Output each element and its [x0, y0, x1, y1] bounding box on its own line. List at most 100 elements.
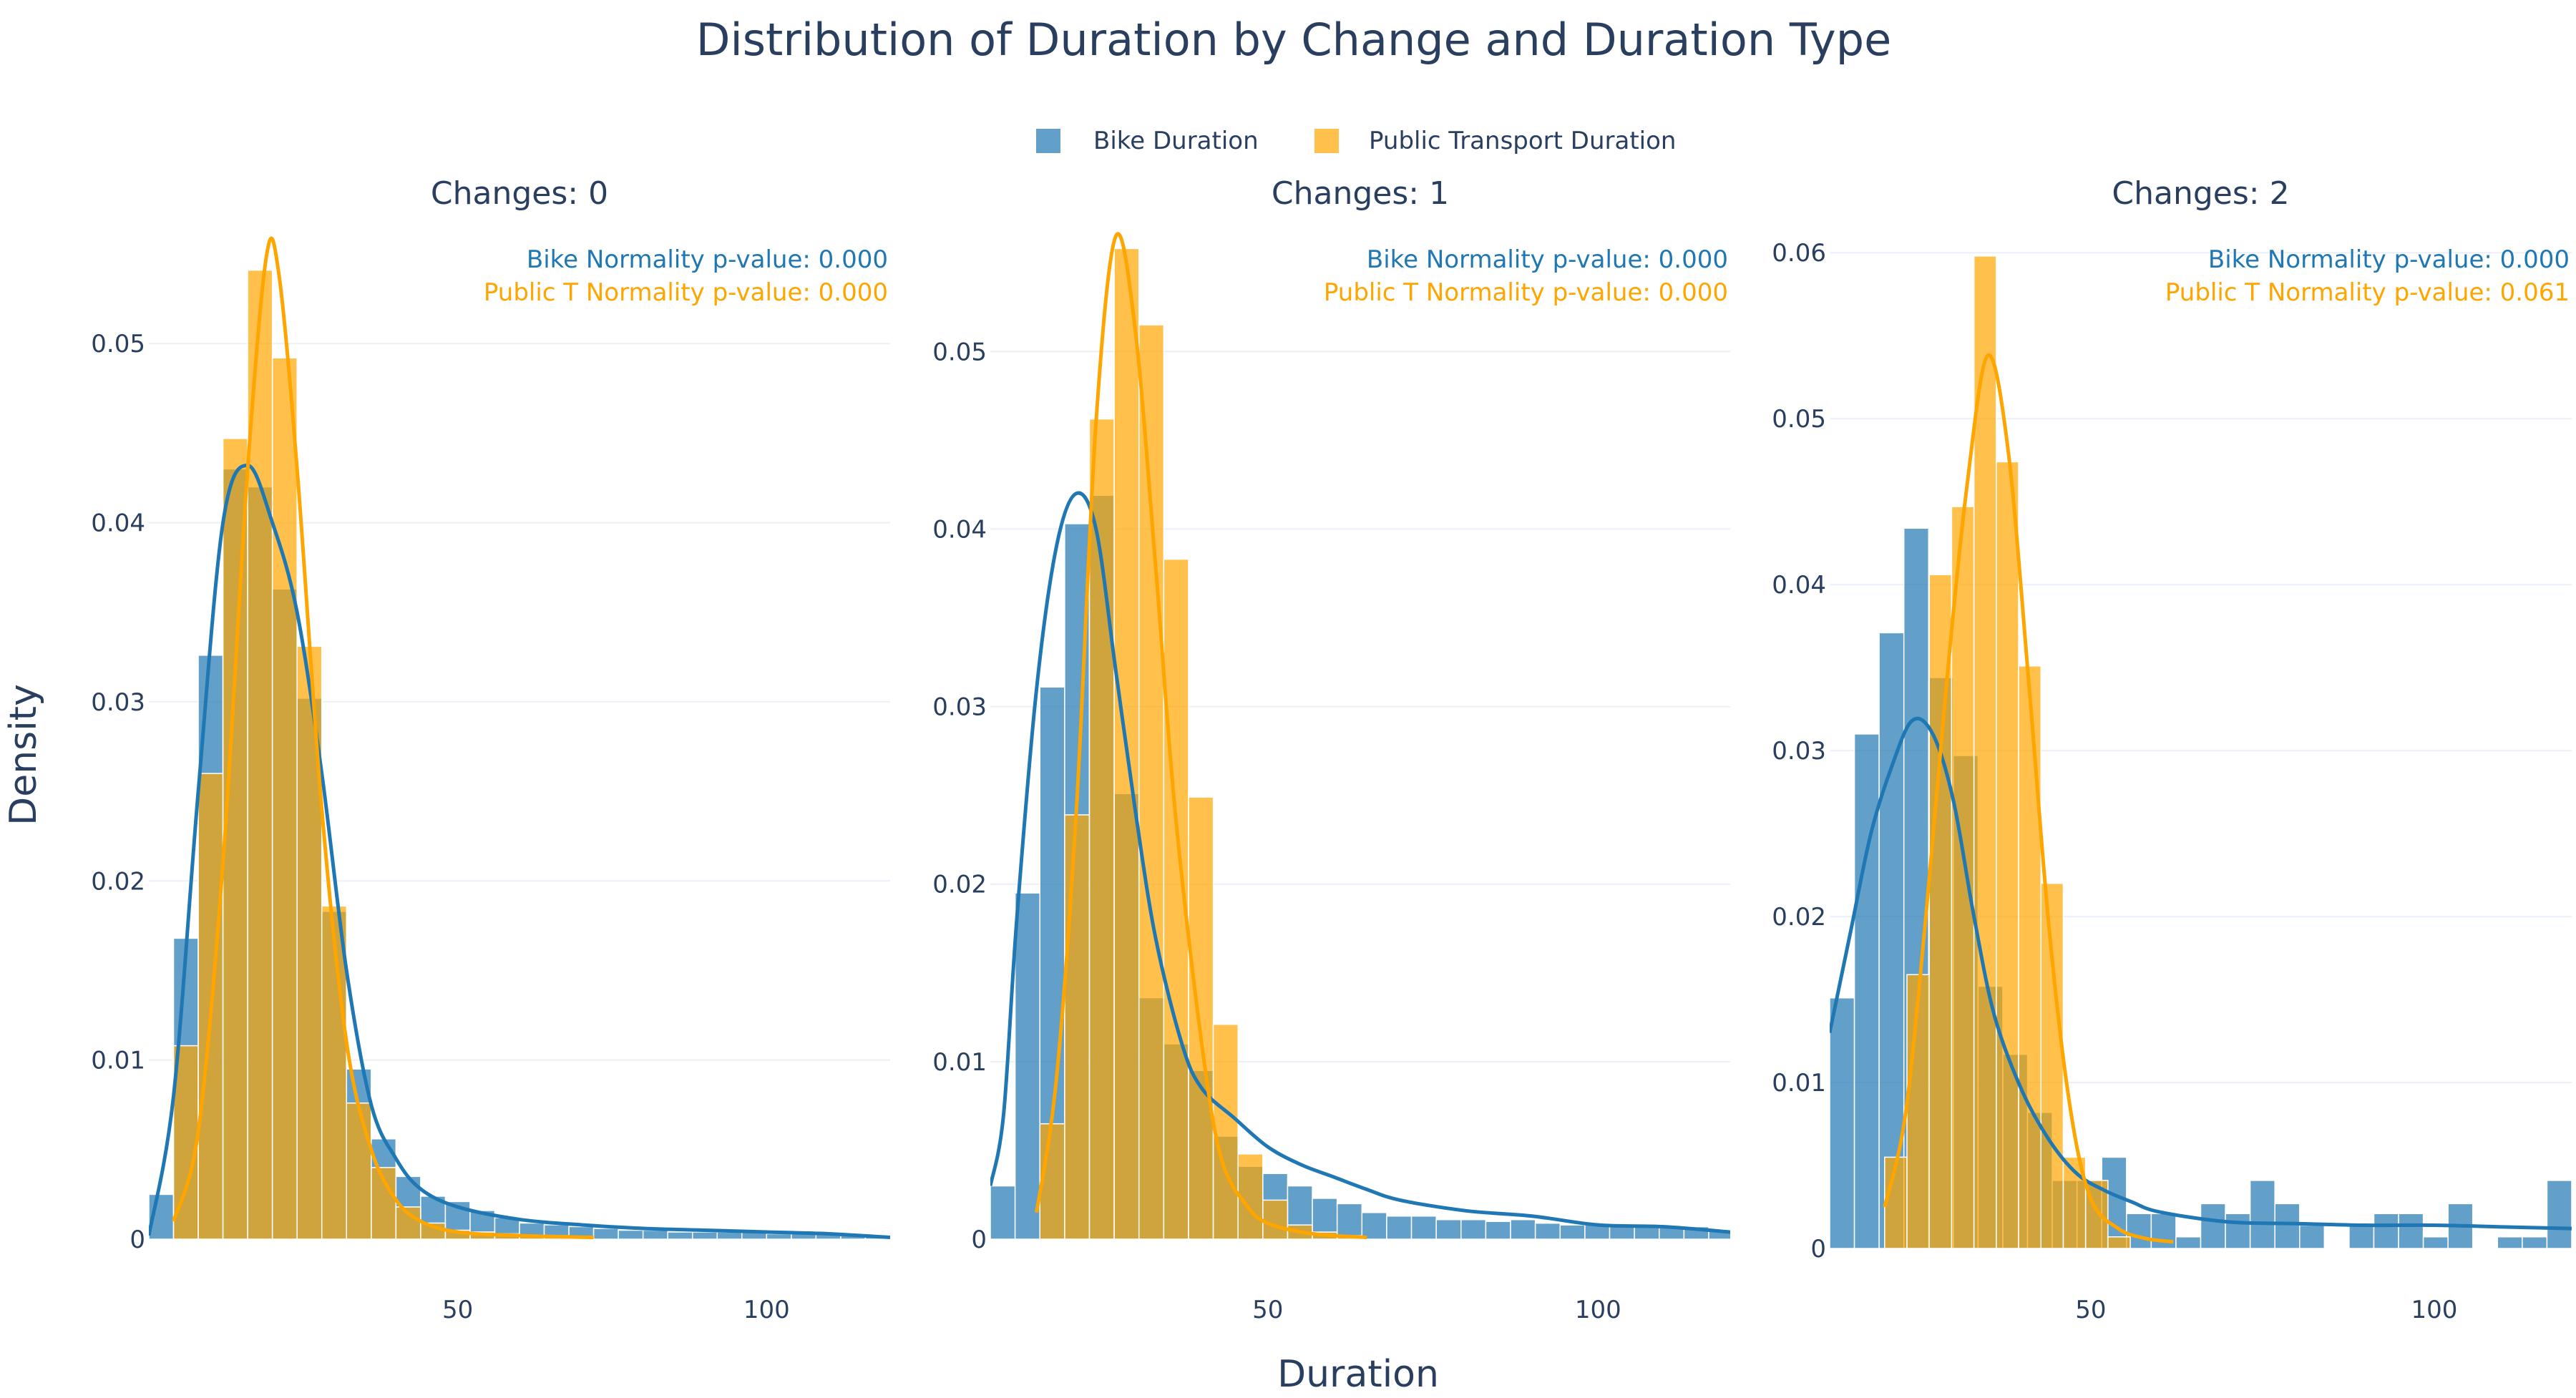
kde-line-bike [149, 463, 890, 1239]
y-tick-label: 0 [130, 1226, 145, 1254]
x-tick-label: 50 [442, 1296, 473, 1324]
y-axis-label: Density [2, 684, 45, 826]
hist-bar-bike [716, 1231, 743, 1239]
plot-area [990, 232, 1730, 1239]
legend: Bike Duration Public Transport Duration [1036, 127, 1676, 155]
hist-bar-public [321, 905, 348, 1239]
hist-bar-public [1237, 1153, 1264, 1239]
hist-bar-bike [1410, 1215, 1437, 1239]
y-tick-label: 0.04 [932, 515, 987, 544]
hist-bar-bike [691, 1231, 718, 1239]
hist-bar-bike [1510, 1218, 1536, 1239]
legend-swatch-public [1314, 129, 1339, 153]
hist-bar-bike [2175, 1236, 2202, 1248]
panel-0: 0 0.01 0.02 0.03 0.04 0.05 50 100 Changes: 0 Bike… [91, 175, 890, 1324]
legend-label-public: Public Transport Duration [1369, 127, 1676, 155]
x-axis-label: Duration [1277, 1353, 1439, 1395]
y-tick-label: 0.04 [91, 509, 145, 538]
y-tick-label: 0.06 [1772, 239, 1826, 268]
hist-bar-bike [642, 1229, 668, 1239]
y-tick-label: 0.01 [91, 1047, 145, 1075]
hist-bar-bike [667, 1231, 693, 1239]
y-tick-label: 0.05 [91, 330, 145, 358]
y-tick-label: 0 [971, 1226, 987, 1254]
hist-bar-public [1262, 1199, 1289, 1239]
y-tick-label: 0.03 [932, 693, 987, 722]
hist-bar-public [1138, 324, 1165, 1239]
panels: 0 0.01 0.02 0.03 0.04 0.05 50 100 Changes: 0 Bike… [91, 175, 2572, 1324]
hist-bar-bike [1361, 1212, 1387, 1239]
x-tick-label: 50 [2075, 1296, 2106, 1324]
annotation-public-pvalue: Public T Normality p-value: 0.000 [1324, 278, 1728, 307]
hist-bar-bike [1386, 1215, 1413, 1239]
y-tick-label: 0.05 [932, 338, 987, 366]
hist-bar-bike [1878, 632, 1905, 1248]
plot-area [1830, 255, 2572, 1248]
hist-bar-bike [618, 1229, 644, 1239]
kde-line-bike [1830, 716, 2572, 1231]
y-tick-label: 0.01 [932, 1048, 987, 1077]
x-tick-label: 50 [1252, 1296, 1283, 1324]
legend-label-bike: Bike Duration [1093, 127, 1259, 155]
hist-bar-bike [1014, 892, 1040, 1239]
hist-bar-bike [990, 1185, 1016, 1239]
annotation-public-pvalue: Public T Normality p-value: 0.061 [2165, 278, 2570, 307]
hist-bar-public [1951, 506, 1975, 1248]
hist-bar-public [1212, 1023, 1239, 1239]
hist-bar-public [271, 357, 298, 1239]
hist-bar-bike [1460, 1218, 1487, 1239]
hist-bar-bike [1435, 1218, 1462, 1239]
hist-bar-public [1088, 418, 1115, 1239]
y-tick-label: 0 [1810, 1235, 1826, 1263]
hist-bar-bike [2546, 1180, 2572, 1248]
hist-bar-public [346, 1102, 372, 1239]
plot-area [149, 236, 890, 1239]
hist-bar-bike [2274, 1203, 2301, 1248]
hist-bar-bike [2398, 1213, 2424, 1248]
legend-swatch-bike [1036, 129, 1060, 153]
hist-bar-public [1996, 461, 2019, 1248]
panel-1: 0 0.01 0.02 0.03 0.04 0.05 50 100 Changes: 1 Bike… [932, 175, 1730, 1324]
hist-bar-bike [766, 1233, 792, 1239]
hist-bar-bike [1559, 1224, 1586, 1239]
hist-bar-bike [1830, 997, 1855, 1248]
hist-bar-bike [1609, 1226, 1635, 1239]
y-tick-label: 0.02 [932, 871, 987, 899]
hist-bar-public [2040, 882, 2064, 1248]
panel-title: Changes: 1 [1272, 175, 1449, 212]
panel-title: Changes: 0 [431, 175, 608, 212]
y-tick-label: 0.02 [1772, 903, 1826, 932]
kde-line-bike [990, 491, 1730, 1234]
annotation-bike-pvalue: Bike Normality p-value: 0.000 [2208, 245, 2570, 274]
x-tick-label: 100 [743, 1296, 790, 1324]
kde-line-public [1883, 353, 2174, 1244]
hist-bar-public [1973, 255, 1997, 1248]
x-tick-label: 100 [2411, 1296, 2458, 1324]
hist-bar-bike [2225, 1213, 2251, 1248]
hist-bar-bike [2373, 1213, 2399, 1248]
chart-title: Distribution of Duration by Change and D… [696, 14, 1891, 66]
panel-title: Changes: 2 [2112, 175, 2289, 212]
annotation-bike-pvalue: Bike Normality p-value: 0.000 [527, 245, 888, 274]
hist-bar-bike [2348, 1224, 2375, 1248]
hist-bar-public [1188, 796, 1214, 1239]
hist-bar-bike [1534, 1222, 1561, 1239]
y-tick-label: 0.02 [91, 867, 145, 896]
hist-bar-bike [1485, 1221, 1511, 1239]
hist-bar-bike [1336, 1203, 1363, 1239]
x-tick-label: 100 [1575, 1296, 1621, 1324]
hist-bar-bike [2249, 1180, 2275, 1248]
hist-bar-bike [2200, 1203, 2226, 1248]
y-tick-label: 0.03 [1772, 737, 1826, 766]
annotation-bike-pvalue: Bike Normality p-value: 0.000 [1367, 245, 1728, 274]
hist-bar-bike [2497, 1236, 2523, 1248]
y-tick-label: 0.05 [1772, 405, 1826, 434]
hist-bar-bike [592, 1228, 619, 1239]
kde-line-public [1035, 232, 1367, 1239]
hist-bar-public [2018, 665, 2042, 1248]
kde-line-public [172, 236, 594, 1239]
y-tick-label: 0.04 [1772, 571, 1826, 600]
hist-bar-bike [2522, 1236, 2548, 1248]
